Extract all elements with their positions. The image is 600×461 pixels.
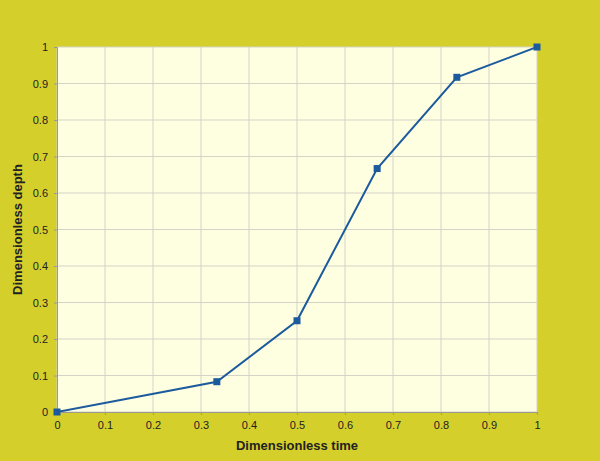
y-tick: 0.4 [33,260,57,272]
y-tick-mark [54,157,57,158]
y-tick: 1 [42,41,57,53]
grid [57,47,537,412]
series-marker [534,44,541,51]
y-tick: 0.6 [33,187,57,199]
y-grid-line [57,302,537,303]
y-tick: 0.2 [33,333,57,345]
y-tick-label: 0.8 [33,114,48,126]
series-line [57,47,537,412]
x-tick-label: 0.1 [98,419,113,431]
y-tick-label: 0.7 [33,151,48,163]
x-tick: 0.4 [242,412,257,431]
y-axis-title: Dimensionless depth [10,164,25,295]
y-tick-mark [54,266,57,267]
x-axis-line [58,413,538,416]
x-tick-mark [441,412,442,415]
series-marker [54,409,61,416]
y-tick-label: 0.4 [33,260,48,272]
x-tick-label: 0.8 [434,419,449,431]
y-tick-label: 0.5 [33,224,48,236]
y-grid-line [57,339,537,340]
y-tick: 0.7 [33,151,57,163]
x-tick: 1 [534,412,540,431]
x-tick-mark [489,412,490,415]
x-tick: 0.1 [98,412,113,431]
series-marker [213,378,220,385]
x-tick-mark [393,412,394,415]
background [0,0,600,461]
series-marker [374,165,381,172]
y-tick-mark [54,120,57,121]
x-tick-label: 0.6 [338,419,353,431]
x-axis: 0 0.1 0.2 0.3 0.4 0.5 0.6 0.7 0.8 0.9 1 [54,412,540,431]
x-tick-label: 0.5 [290,419,305,431]
y-tick-label: 0.1 [33,370,48,382]
x-tick-label: 0.3 [194,419,209,431]
y-tick-mark [54,230,57,231]
x-tick-label: 0.2 [146,419,161,431]
y-axis: 0 0.1 0.2 0.3 0.4 0.5 0.6 0.7 0.8 0.9 1 [33,41,58,418]
y-tick: 0.5 [33,224,57,236]
x-tick-label: 0.7 [386,419,401,431]
series-markers [54,44,541,416]
y-tick: 0.3 [33,297,57,309]
x-tick-label: 0.9 [482,419,497,431]
y-grid-line [57,375,537,376]
y-axis-line [54,48,58,413]
y-tick-mark [54,339,57,340]
y-tick-mark [54,47,57,48]
y-tick-mark [54,376,57,377]
y-tick-label: 0.3 [33,297,48,309]
x-tick-mark [345,412,346,415]
y-grid-line [57,193,537,194]
plot-area [57,47,537,412]
y-tick-label: 0 [42,406,48,418]
chart: 00.10.20.30.40.50.60.70.80.9100.10.20.30… [0,0,600,461]
y-grid-line [57,120,537,121]
y-tick: 0.8 [33,114,57,126]
y-tick-mark [54,193,57,194]
y-grid-line [57,229,537,230]
series-marker [453,74,460,81]
y-tick-mark [54,84,57,85]
y-grid-line [57,266,537,267]
x-tick: 0.3 [194,412,209,431]
x-axis-title: Dimensionless time [236,438,358,453]
y-tick-label: 0.6 [33,187,48,199]
series-marker [294,317,301,324]
x-tick: 0.6 [338,412,353,431]
y-grid-line [57,83,537,84]
series-lines [57,47,537,412]
x-tick: 0.2 [146,412,161,431]
x-tick: 0.9 [482,412,497,431]
x-tick-mark [249,412,250,415]
x-tick-mark [297,412,298,415]
y-grid-line [57,47,537,48]
y-tick: 0.1 [33,370,57,382]
x-tick-mark [537,412,538,415]
x-tick: 0.5 [290,412,305,431]
y-tick: 0.9 [33,78,57,90]
x-tick: 0.7 [386,412,401,431]
y-tick-label: 1 [42,41,48,53]
x-tick-mark [105,412,106,415]
y-tick-mark [54,303,57,304]
x-tick-mark [201,412,202,415]
y-grid-line [57,156,537,157]
x-tick-label: 0 [54,419,60,431]
x-tick-label: 1 [534,419,540,431]
x-tick: 0.8 [434,412,449,431]
y-tick-label: 0.2 [33,333,48,345]
x-tick-label: 0.4 [242,419,257,431]
x-tick-mark [153,412,154,415]
y-tick-label: 0.9 [33,78,48,90]
